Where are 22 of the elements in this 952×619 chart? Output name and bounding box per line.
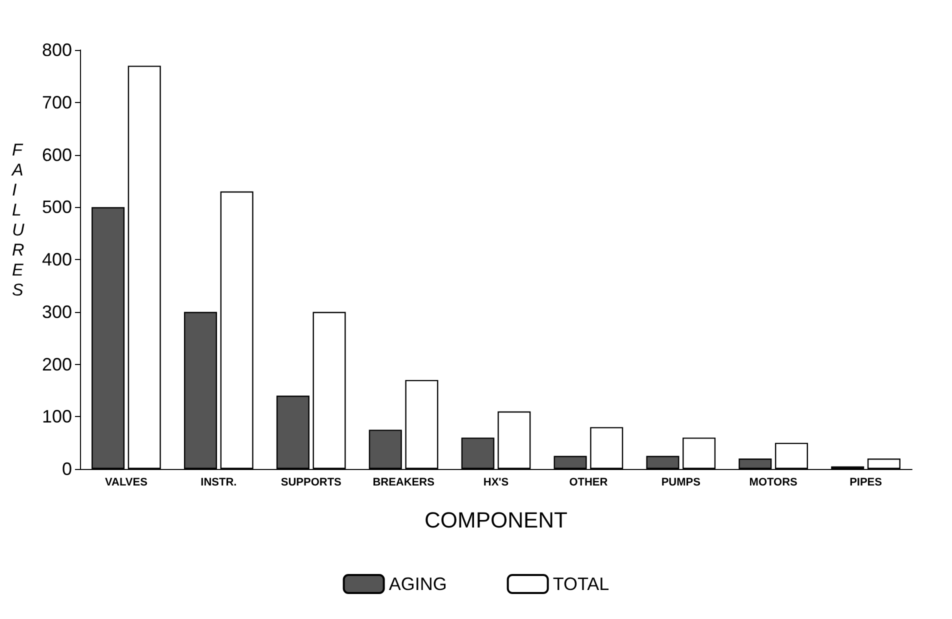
- y-tick-label: 700: [42, 92, 72, 112]
- x-tick-label: SUPPORTS: [280, 476, 342, 488]
- y-tick-label: 500: [42, 197, 72, 218]
- y-tick-label: 0: [62, 459, 72, 479]
- y-tick-label: 200: [42, 354, 72, 374]
- y-tick-label: 400: [42, 250, 72, 270]
- legend-label: TOTAL: [552, 574, 610, 594]
- x-tick-label: PUMPS: [661, 476, 700, 488]
- x-axis-title: COMPONENT: [424, 508, 568, 532]
- x-tick-label: INSTR.: [200, 476, 237, 488]
- x-tick-label: HX'S: [483, 476, 509, 488]
- y-tick-label: 300: [42, 302, 72, 322]
- x-tick-label: PIPES: [850, 476, 882, 488]
- y-tick-label: 800: [42, 40, 72, 60]
- legend-label: AGING: [388, 574, 447, 594]
- x-tick-label: VALVES: [105, 476, 148, 488]
- x-tick-label: MOTORS: [749, 476, 798, 488]
- y-tick-label: 600: [42, 144, 72, 165]
- y-tick-label: 100: [42, 406, 72, 427]
- x-tick-label: BREAKERS: [372, 476, 434, 488]
- x-tick-label: OTHER: [569, 476, 608, 488]
- y-axis-title: FAILURES: [11, 140, 25, 300]
